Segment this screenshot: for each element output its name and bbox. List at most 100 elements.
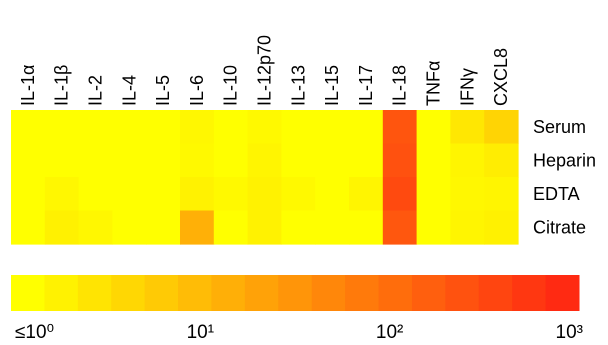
heatmap-cell xyxy=(78,143,113,178)
heatmap-cell xyxy=(213,110,249,145)
heatmap-cell xyxy=(247,143,282,178)
row-label-3: Citrate xyxy=(533,217,586,237)
heatmap-cell xyxy=(180,210,215,245)
colorbar-tick-labels: ≤10⁰ 10¹ 10² 10³ xyxy=(15,322,583,343)
heatmap-cell xyxy=(416,110,451,145)
heatmap-cell xyxy=(450,143,485,178)
heatmap-cell xyxy=(247,210,282,245)
column-label-9: IL-15 xyxy=(322,65,342,106)
heatmap-cell xyxy=(146,143,181,178)
heatmap-cell xyxy=(78,110,113,145)
heatmap-cell xyxy=(146,110,181,145)
colorbar-step xyxy=(545,275,580,311)
heatmap-cell xyxy=(112,110,147,145)
colorbar-step xyxy=(244,275,279,311)
heatmap-cell xyxy=(382,110,418,145)
heatmap-cell xyxy=(247,110,282,145)
column-label-7: IL-12p70 xyxy=(255,35,275,106)
column-label-8: IL-13 xyxy=(288,65,308,106)
column-label-2: IL-2 xyxy=(86,75,106,106)
column-label-10: IL-17 xyxy=(356,65,376,106)
heatmap-cell xyxy=(213,177,249,212)
row-label-1: Heparin xyxy=(533,150,596,170)
colorbar-step xyxy=(11,275,45,311)
heatmap-cell xyxy=(11,143,46,178)
row-label-2: EDTA xyxy=(533,184,580,204)
colorbar-step xyxy=(278,275,313,311)
colorbar-step xyxy=(512,275,547,311)
heatmap-cell xyxy=(281,110,316,145)
colorbar-step xyxy=(445,275,480,311)
heatmap-cell xyxy=(484,177,519,212)
heatmap-cell xyxy=(78,177,113,212)
heatmap-cell xyxy=(281,177,316,212)
heatmap-cell xyxy=(112,177,147,212)
column-label-4: IL-5 xyxy=(153,75,173,106)
heatmap-cell xyxy=(315,210,350,245)
colorbar-step xyxy=(478,275,513,311)
heatmap-cell xyxy=(349,110,384,145)
colorbar-step xyxy=(44,275,79,311)
column-label-13: IFNγ xyxy=(457,68,477,106)
heatmap-cell xyxy=(416,177,451,212)
heatmap-cell xyxy=(450,110,485,145)
colorbar-step xyxy=(144,275,179,311)
heatmap-cell xyxy=(11,110,46,145)
heatmap-cell xyxy=(180,177,215,212)
heatmap-cell xyxy=(44,143,80,178)
heatmap-cell xyxy=(382,143,418,178)
colorbar-tick-label-3: 10³ xyxy=(556,322,583,343)
heatmap-cell xyxy=(146,177,181,212)
heatmap-cell xyxy=(349,143,384,178)
heatmap-cell xyxy=(11,210,46,245)
heatmap-cell xyxy=(450,177,485,212)
heatmap-cell xyxy=(315,110,350,145)
colorbar-step xyxy=(211,275,246,311)
colorbar-tick-label-1: 10¹ xyxy=(187,322,214,343)
heatmap-cell xyxy=(213,143,249,178)
colorbar xyxy=(11,275,580,311)
heatmap-cell xyxy=(450,210,485,245)
column-label-12: TNFα xyxy=(424,61,444,106)
row-labels: Serum Heparin EDTA Citrate xyxy=(533,117,596,238)
heatmap-cell xyxy=(213,210,249,245)
column-label-14: CXCL8 xyxy=(491,48,511,106)
column-label-0: IL-1α xyxy=(18,65,38,106)
heatmap-cell xyxy=(281,143,316,178)
heatmap-cell xyxy=(44,177,80,212)
heatmap-cell xyxy=(11,177,46,212)
colorbar-step xyxy=(378,275,413,311)
colorbar-step xyxy=(111,275,146,311)
heatmap-cell xyxy=(146,210,181,245)
heatmap-cell xyxy=(112,143,147,178)
column-label-1: IL-1β xyxy=(52,65,72,106)
heatmap-cell xyxy=(315,143,350,178)
heatmap-cell xyxy=(112,210,147,245)
heatmap-cell xyxy=(382,210,418,245)
heatmap-cell xyxy=(281,210,316,245)
colorbar-tick-label-2: 10² xyxy=(376,322,403,343)
colorbar-tick-label-0: ≤10⁰ xyxy=(15,322,54,343)
heatmap-cell xyxy=(416,143,451,178)
heatmap-cell xyxy=(382,177,418,212)
heatmap-cell xyxy=(484,210,519,245)
heatmap-cell xyxy=(315,177,350,212)
heatmap-cell xyxy=(484,143,519,178)
colorbar-step xyxy=(77,275,112,311)
heatmap-cell xyxy=(78,210,113,245)
heatmap-cells xyxy=(11,110,519,245)
heatmap-cell xyxy=(416,210,451,245)
heatmap-cell xyxy=(44,110,80,145)
colorbar-step xyxy=(311,275,346,311)
colorbar-step xyxy=(411,275,446,311)
heatmap-cell xyxy=(180,110,215,145)
heatmap-cell xyxy=(484,110,519,145)
column-label-11: IL-18 xyxy=(390,65,410,106)
heatmap-cell xyxy=(349,177,384,212)
colorbar-step xyxy=(178,275,212,311)
colorbar-step xyxy=(345,275,380,311)
column-label-3: IL-4 xyxy=(119,75,139,106)
column-label-5: IL-6 xyxy=(187,75,207,106)
column-label-6: IL-10 xyxy=(221,65,241,106)
